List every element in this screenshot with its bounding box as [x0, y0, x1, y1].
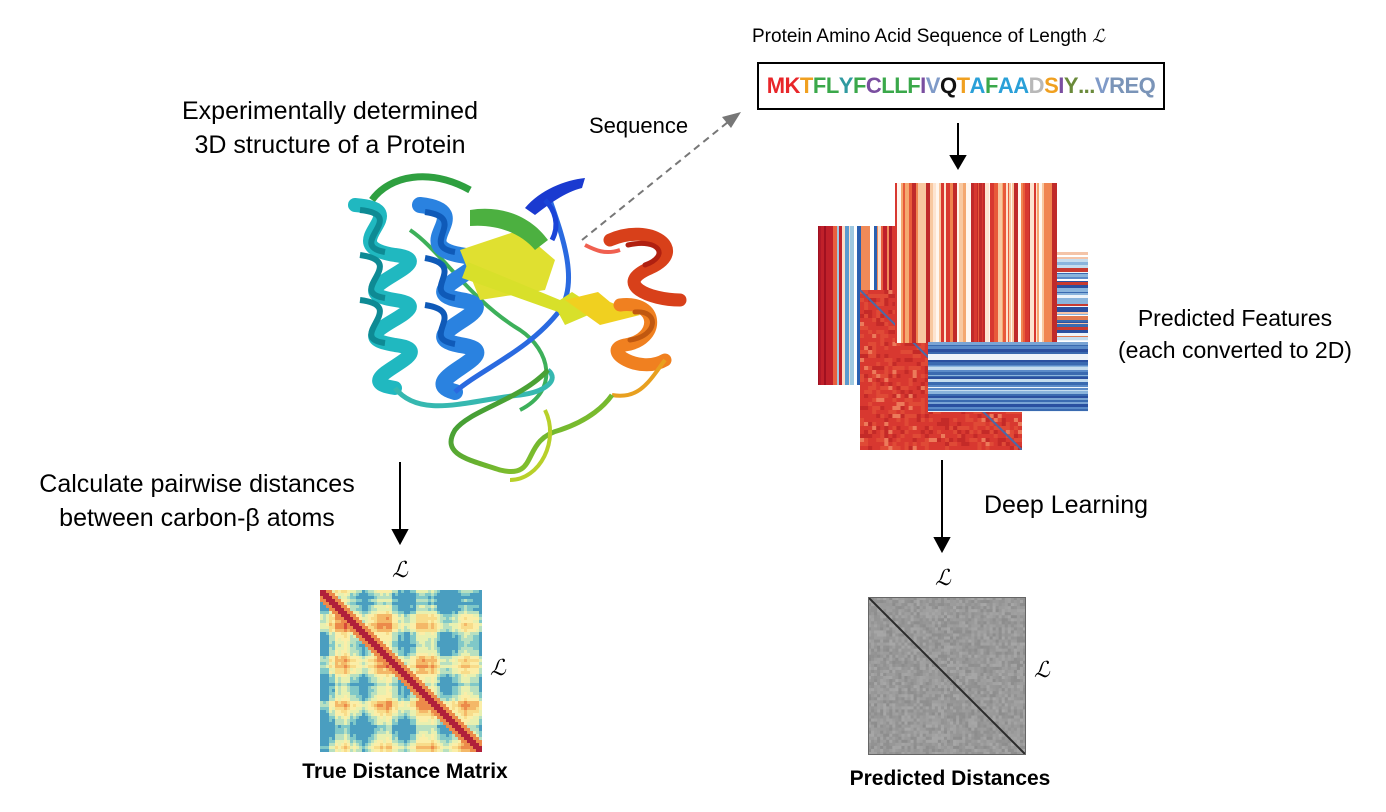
sequence-residue: F	[907, 73, 921, 98]
sequence-residue: E	[1124, 73, 1139, 98]
pairwise-distance-label: Calculate pairwise distances between car…	[12, 467, 382, 535]
sequence-residue: A	[969, 73, 986, 98]
predicted-features-line1: Predicted Features	[1137, 305, 1333, 331]
sequence-residue: F	[984, 73, 998, 98]
structure-title: Experimentally determined 3D structure o…	[150, 94, 510, 162]
predicted-features-line2: (each converted to 2D)	[1118, 337, 1352, 363]
sequence-residue: L	[881, 73, 895, 98]
sequence-residue: F	[852, 73, 866, 98]
pairwise-line1: Calculate pairwise distances	[39, 470, 355, 498]
sequence-residue: L	[894, 73, 908, 98]
sequence-arrow-label: Sequence	[589, 113, 689, 138]
sequence-residue: V	[925, 73, 941, 98]
sequence-header: Protein Amino Acid Sequence of Length ℒ	[752, 26, 1105, 48]
predicted-length-top: ℒ	[935, 566, 951, 591]
structure-title-line1: Experimentally determined	[182, 97, 478, 125]
structure-title-line2: 3D structure of a Protein	[194, 131, 466, 159]
sequence-residue: T	[799, 73, 813, 98]
sequence-header-text: Protein Amino Acid Sequence of Length	[752, 26, 1087, 47]
feature-map-row-stripes-blue	[928, 342, 1088, 412]
amino-acid-sequence-box: M K T F L Y F C L L F I V Q T A F A A D S I Y... V R E Q	[757, 62, 1165, 110]
sequence-length-symbol: ℒ	[1092, 26, 1106, 47]
predicted-length-side: ℒ	[1034, 658, 1050, 683]
sequence-residue: ...	[1078, 73, 1095, 98]
sequence-residue: M	[766, 73, 785, 98]
sequence-residue: R	[1109, 73, 1125, 98]
pairwise-line2: between carbon-β atoms	[59, 504, 335, 532]
deep-learning-label: Deep Learning	[984, 491, 1149, 519]
predicted-caption: Predicted Distances	[849, 767, 1051, 790]
sequence-residue: S	[1044, 73, 1059, 98]
sequence-residue: I	[920, 73, 926, 98]
true-matrix-length-side: ℒ	[490, 656, 506, 681]
feature-map-column-stripes-orange	[895, 183, 1057, 343]
true-matrix-caption: True Distance Matrix	[302, 760, 508, 783]
sequence-residue: Y	[1063, 73, 1079, 98]
sequence-residue: A	[997, 73, 1014, 98]
sequence-residue: I	[1058, 73, 1064, 98]
sequence-residue: V	[1094, 73, 1110, 98]
predicted-distance-matrix	[868, 597, 1026, 755]
sequence-residue: F	[812, 73, 826, 98]
sequence-residue: K	[784, 73, 801, 98]
sequence-residue: Q	[939, 73, 957, 98]
sequence-residue: T	[956, 73, 970, 98]
true-matrix-length-top: ℒ	[392, 558, 408, 583]
sequence-residue: Q	[1138, 73, 1156, 98]
sequence-residue: D	[1028, 73, 1045, 98]
sequence-residue: A	[1013, 73, 1029, 98]
predicted-features-label: Predicted Features (each converted to 2D…	[1095, 302, 1375, 366]
sequence-residue: L	[825, 73, 839, 98]
sequence-residue: Y	[838, 73, 854, 98]
sequence-residue: C	[865, 73, 882, 98]
true-distance-matrix	[320, 590, 482, 752]
